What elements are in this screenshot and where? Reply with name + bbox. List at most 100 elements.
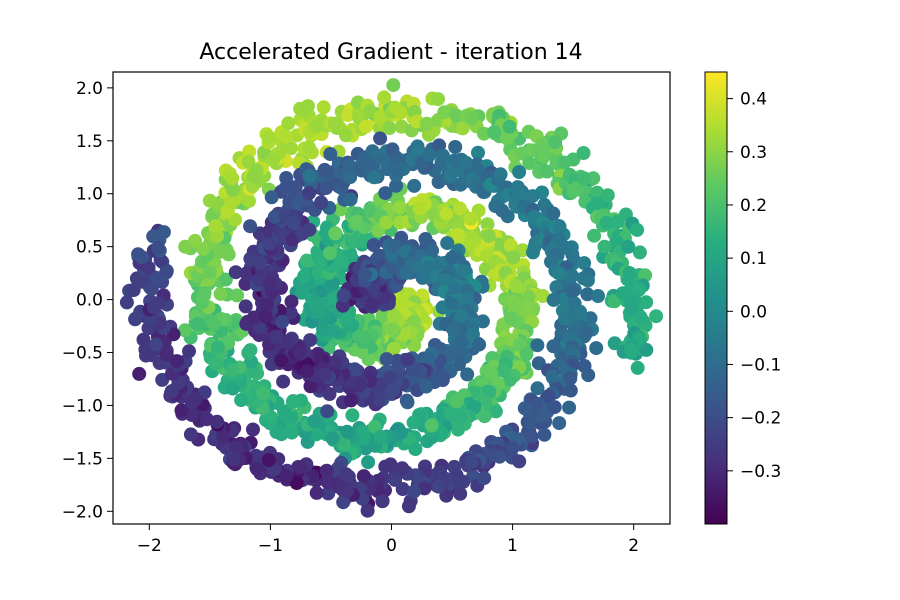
y-tick-label: −1.5	[62, 449, 103, 469]
scatter-point	[316, 100, 331, 115]
scatter-point	[307, 414, 322, 429]
scatter-point	[242, 144, 257, 159]
colorbar-tick-label: −0.3	[740, 462, 781, 482]
scatter-point	[545, 369, 560, 384]
scatter-point	[159, 347, 174, 362]
scatter-point	[360, 503, 375, 518]
scatter-point	[300, 99, 315, 114]
scatter-point	[373, 110, 388, 124]
scatter-point	[406, 415, 421, 430]
scatter-point	[632, 245, 647, 260]
scatter-point	[356, 152, 371, 167]
scatter-point	[242, 193, 256, 208]
scatter-point	[365, 144, 380, 159]
scatter-point	[131, 247, 146, 262]
scatter-point	[590, 196, 604, 211]
scatter-point	[371, 392, 386, 407]
scatter-point	[367, 419, 382, 434]
scatter-point	[326, 324, 341, 339]
scatter-point	[119, 295, 134, 310]
scatter-point	[256, 386, 270, 401]
x-tick-label: 0	[386, 536, 397, 556]
scatter-point	[314, 195, 329, 210]
scatter-point	[530, 381, 545, 396]
scatter-point	[219, 440, 234, 455]
scatter-point	[447, 281, 462, 296]
scatter-point	[277, 404, 291, 419]
scatter-point	[367, 170, 382, 185]
x-tick-label: −2	[137, 536, 162, 556]
colorbar-tick-label: 0.1	[740, 249, 767, 269]
scatter-point	[321, 486, 336, 501]
scatter-point	[253, 255, 268, 270]
y-tick-label: 1.0	[76, 185, 103, 205]
scatter-point	[316, 322, 331, 337]
scatter-point	[347, 362, 362, 377]
scatter-point	[389, 178, 404, 193]
scatter-point	[386, 78, 401, 93]
scatter-point	[309, 119, 324, 134]
scatter-point	[199, 412, 214, 427]
scatter-point	[301, 140, 316, 155]
scatter-point	[382, 121, 397, 135]
scatter-point	[610, 214, 625, 229]
scatter-point	[270, 329, 285, 344]
scatter-point	[418, 232, 433, 246]
scatter-point	[597, 239, 612, 254]
scatter-point	[562, 400, 577, 415]
scatter-point	[524, 416, 538, 431]
scatter-point	[433, 464, 448, 479]
scatter-point	[358, 267, 373, 282]
x-tick-label: −1	[258, 536, 283, 556]
scatter-point	[600, 188, 615, 203]
scatter-point	[623, 343, 638, 358]
scatter-point	[359, 119, 373, 134]
scatter-point	[456, 263, 471, 278]
scatter-point	[229, 440, 244, 455]
scatter-point	[284, 294, 299, 309]
scatter-point	[537, 427, 552, 442]
scatter-point	[493, 167, 508, 182]
scatter-point	[319, 181, 334, 195]
scatter-point	[537, 197, 552, 212]
scatter-point	[573, 304, 588, 319]
scatter-point	[388, 472, 403, 487]
y-tick-label: 0.0	[76, 291, 103, 311]
scatter-point	[320, 474, 335, 489]
scatter-point	[263, 276, 277, 291]
scatter-point	[512, 454, 527, 469]
scatter-point	[566, 184, 581, 198]
scatter-point	[502, 119, 517, 134]
scatter-point	[361, 455, 376, 470]
scatter-point	[379, 215, 394, 230]
scatter-point	[295, 226, 310, 241]
scatter-point	[633, 309, 648, 324]
scatter-point	[393, 200, 408, 215]
scatter-point	[552, 219, 567, 234]
colorbar-tick-label: −0.1	[740, 355, 781, 375]
scatter-point	[599, 216, 614, 230]
scatter-point	[221, 247, 236, 262]
scatter-point	[649, 309, 664, 324]
scatter-point	[300, 364, 314, 379]
colorbar-tick-label: 0.0	[740, 302, 767, 322]
scatter-point	[464, 111, 479, 126]
scatter-point	[442, 169, 457, 184]
colorbar-tick-label: 0.3	[740, 143, 767, 163]
scatter-point	[250, 462, 264, 476]
scatter-point	[302, 168, 317, 183]
scatter-point	[580, 273, 595, 288]
scatter-point	[216, 429, 231, 444]
scatter-point	[547, 400, 562, 415]
scatter-points	[119, 78, 664, 518]
x-tick-label: 2	[628, 536, 639, 556]
scatter-point	[400, 352, 415, 367]
scatter-point	[289, 476, 304, 490]
scatter-point	[292, 346, 307, 360]
scatter-point	[563, 383, 578, 398]
scatter-point	[425, 243, 440, 258]
scatter-point	[448, 154, 463, 169]
scatter-point	[393, 105, 408, 120]
scatter-point	[546, 206, 561, 221]
scatter-point	[261, 130, 276, 145]
